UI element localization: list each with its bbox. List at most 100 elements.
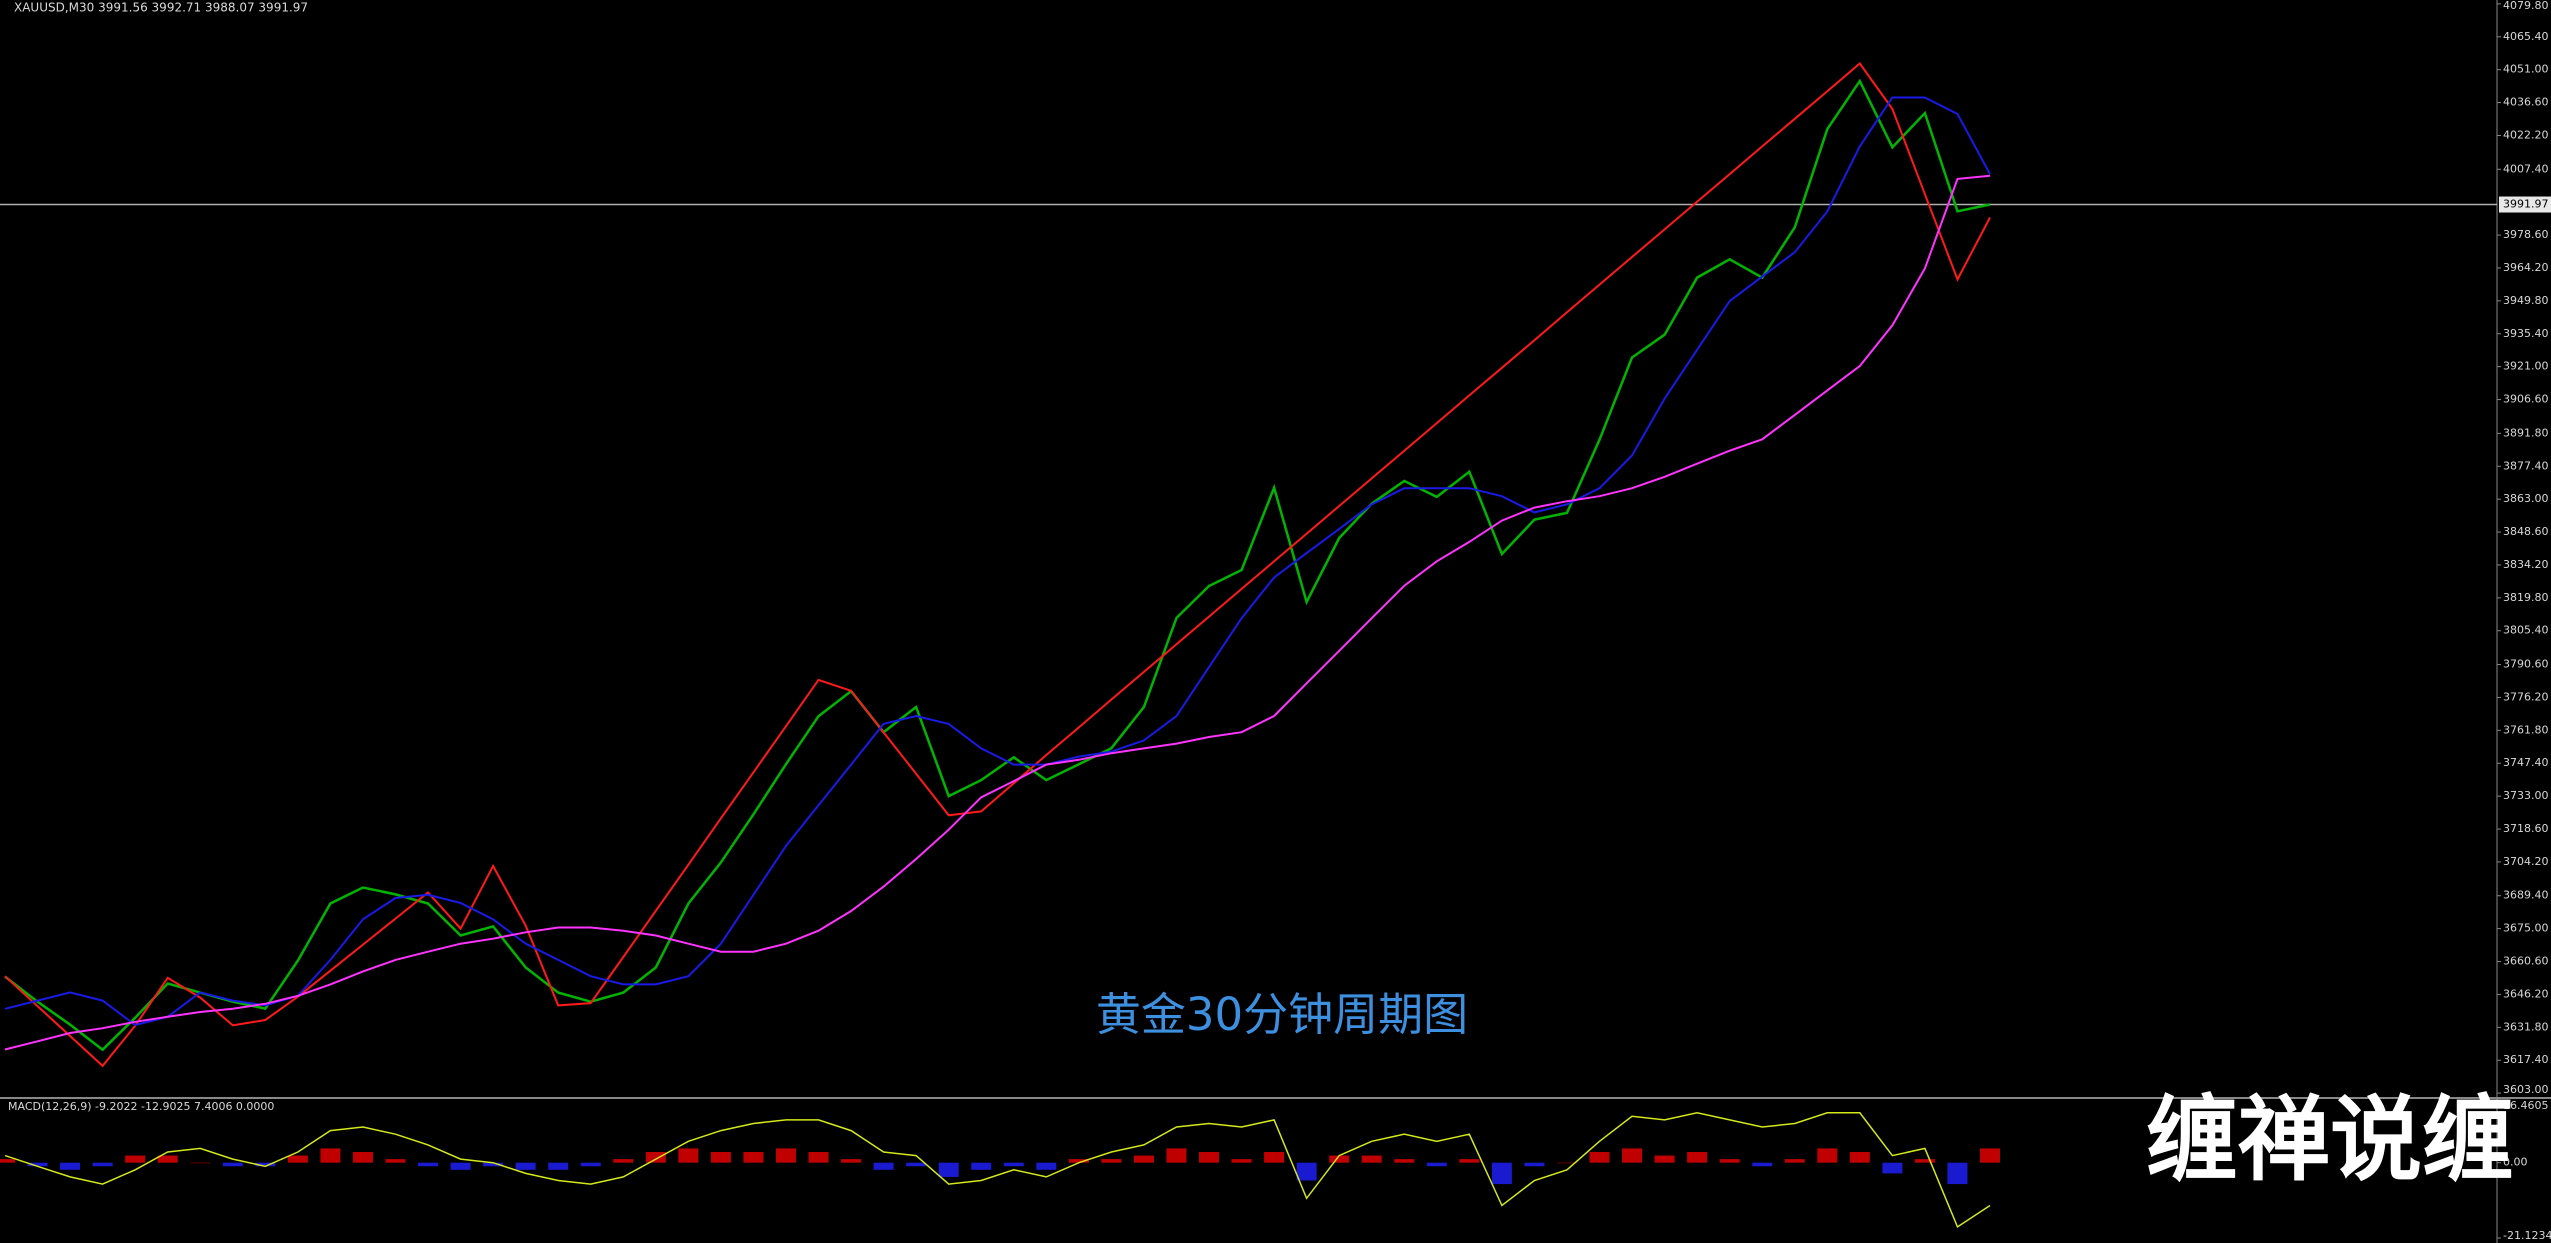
y-tick-label: 3689.40 xyxy=(2503,889,2549,902)
macd-histogram-bar xyxy=(841,1159,862,1163)
y-tick-label: 3863.00 xyxy=(2503,492,2549,505)
macd-histogram-bar xyxy=(1394,1159,1415,1163)
y-tick-label: 0.00 xyxy=(2503,1156,2528,1169)
y-tick-label: 3617.40 xyxy=(2503,1053,2549,1066)
macd-histogram-bar xyxy=(906,1162,927,1167)
macd-histogram-bar xyxy=(125,1155,146,1163)
macd-histogram-bar xyxy=(60,1162,81,1170)
macd-histogram-bar xyxy=(775,1148,796,1163)
macd-histogram-bar xyxy=(1003,1162,1024,1167)
macd-histogram-bar xyxy=(1719,1159,1740,1163)
macd-histogram-bar xyxy=(1914,1159,1935,1163)
last-price-box xyxy=(2499,196,2551,213)
macd-histogram-bar xyxy=(320,1148,341,1163)
y-tick-label: 3747.40 xyxy=(2503,756,2549,769)
y-tick-label: 3718.60 xyxy=(2503,822,2549,835)
y-tick-label: 3675.00 xyxy=(2503,922,2549,935)
y-tick-label: 3603.00 xyxy=(2503,1083,2549,1096)
macd-histogram-bar xyxy=(1459,1159,1480,1163)
y-tick-label: 3805.40 xyxy=(2503,624,2549,637)
y-tick-label: 3935.40 xyxy=(2503,327,2549,340)
y-tick-label: 3704.20 xyxy=(2503,855,2549,868)
y-tick-label: 4079.80 xyxy=(2503,0,2549,12)
macd-histogram-bar xyxy=(645,1151,666,1163)
y-tick-label: 16.4605 xyxy=(2503,1099,2549,1112)
macd-histogram-bar xyxy=(190,1162,211,1164)
y-tick-label: 3819.80 xyxy=(2503,591,2549,604)
macd-histogram-bar xyxy=(1329,1155,1350,1163)
macd-histogram-bar xyxy=(483,1162,504,1167)
macd-histogram-bar xyxy=(1199,1151,1220,1163)
y-tick-label: 3761.80 xyxy=(2503,723,2549,736)
macd-histogram-bar xyxy=(352,1151,373,1163)
macd-histogram-bar xyxy=(1980,1148,2000,1163)
y-tick-label: 3733.00 xyxy=(2503,789,2549,802)
y-tick-label: 4065.40 xyxy=(2503,30,2549,43)
macd-histogram-bar xyxy=(710,1151,731,1163)
y-tick-label: 4051.00 xyxy=(2503,63,2549,76)
macd-histogram-bar xyxy=(1589,1151,1610,1163)
y-tick-label: 3921.00 xyxy=(2503,360,2549,373)
y-tick-label: 3776.20 xyxy=(2503,690,2549,703)
macd-histogram-bar xyxy=(418,1162,439,1167)
y-tick-label: 4007.40 xyxy=(2503,162,2549,175)
macd-histogram-bar xyxy=(1524,1162,1545,1167)
macd-histogram-bar xyxy=(450,1162,471,1170)
macd-histogram-bar xyxy=(873,1162,894,1170)
macd-histogram-bar xyxy=(515,1162,536,1170)
macd-histogram-bar xyxy=(613,1159,634,1163)
macd-histogram-bar xyxy=(580,1162,601,1167)
y-tick-label: 3834.20 xyxy=(2503,558,2549,571)
y-tick-label: 4036.60 xyxy=(2503,96,2549,109)
y-tick-label: 3848.60 xyxy=(2503,525,2549,538)
macd-histogram-bar xyxy=(255,1162,276,1167)
y-tick-label: 3964.20 xyxy=(2503,261,2549,274)
y-tick-label: -21.1234 xyxy=(2503,1229,2551,1242)
last-price-label: 3991.97 xyxy=(2503,198,2549,211)
y-tick-label: 3906.60 xyxy=(2503,393,2549,406)
macd-histogram-bar xyxy=(1068,1159,1089,1163)
macd-line xyxy=(4,1112,1991,1229)
y-tick-label: 3790.60 xyxy=(2503,658,2549,671)
macd-histogram-bar xyxy=(222,1162,243,1167)
macd-histogram-bar xyxy=(92,1162,113,1167)
macd-histogram-bar xyxy=(1101,1159,1122,1163)
macd-histogram-bar xyxy=(678,1148,699,1163)
y-tick-label: 3660.60 xyxy=(2503,955,2549,968)
macd-histogram-bar xyxy=(385,1159,406,1163)
price-series xyxy=(4,62,1991,1068)
macd-histogram-bar xyxy=(743,1151,764,1163)
macd-histogram-bar xyxy=(1361,1155,1382,1163)
macd-histogram-bar xyxy=(1556,1162,1577,1164)
y-tick-label: 4022.20 xyxy=(2503,128,2549,141)
macd-histogram-bar xyxy=(1491,1162,1512,1185)
macd-histogram-bar xyxy=(287,1155,308,1163)
macd-histogram-bar xyxy=(1133,1155,1154,1163)
price-series xyxy=(4,96,1991,1027)
macd-histogram-bar xyxy=(27,1162,48,1167)
y-tick-label: 3978.60 xyxy=(2503,228,2549,241)
macd-histogram-bar xyxy=(1231,1159,1252,1163)
macd-histogram-bar xyxy=(1784,1159,1805,1163)
macd-histogram-bar xyxy=(0,1159,15,1163)
macd-histogram-bar xyxy=(1426,1162,1447,1167)
y-tick-label: 3646.20 xyxy=(2503,987,2549,1000)
y-tick-label: 3631.80 xyxy=(2503,1020,2549,1033)
macd-header: MACD(12,26,9) -9.2022 -12.9025 7.4006 0.… xyxy=(8,1100,274,1113)
macd-histogram-bar xyxy=(1947,1162,1968,1185)
macd-histogram-bar xyxy=(1849,1151,1870,1163)
y-tick-label: 3891.80 xyxy=(2503,426,2549,439)
macd-histogram-bar xyxy=(1882,1162,1903,1174)
watermark: 缠禅说缠 xyxy=(2146,1086,2514,1193)
macd-histogram-bar xyxy=(1036,1162,1057,1170)
y-tick-label: 3949.80 xyxy=(2503,294,2549,307)
macd-histogram-bar xyxy=(548,1162,569,1170)
macd-histogram-bar xyxy=(1296,1162,1317,1181)
symbol-header: XAUUSD,M30 3991.56 3992.71 3988.07 3991.… xyxy=(14,1,308,15)
caption: 黄金30分钟周期图 xyxy=(1096,988,1468,1041)
macd-histogram-bar xyxy=(1166,1148,1187,1163)
macd-histogram-bar xyxy=(1817,1148,1838,1163)
